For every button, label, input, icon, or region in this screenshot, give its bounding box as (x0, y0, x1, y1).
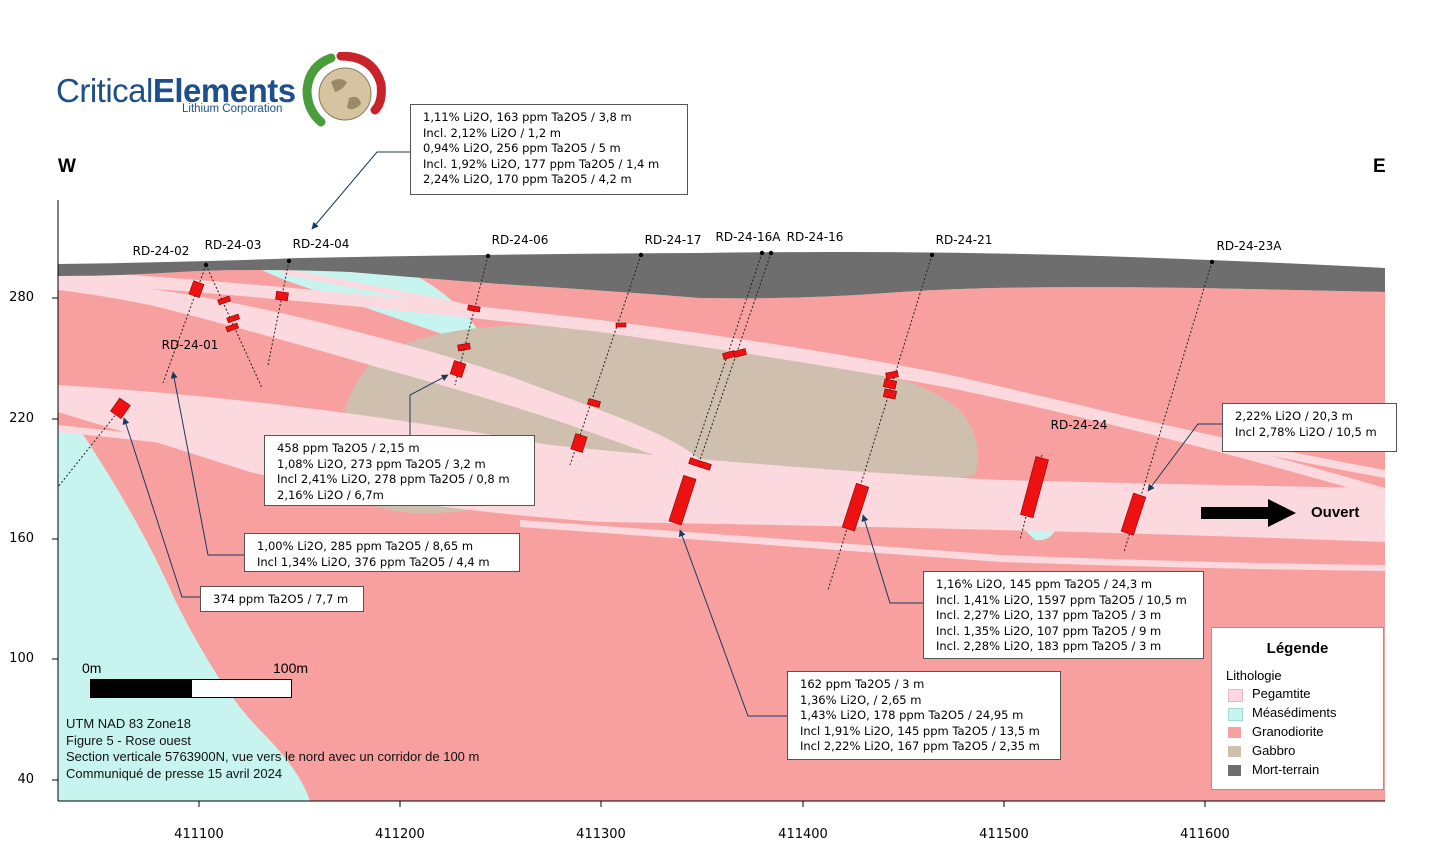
x-tick-label: 411100 (174, 827, 224, 842)
metasediments-unit-west (58, 430, 310, 801)
open-label: Ouvert (1311, 504, 1360, 521)
west-label: W (58, 156, 76, 177)
overburden-layer (58, 252, 1385, 299)
drill-hole-label: RD-24-02 (132, 244, 190, 258)
callout-leaders (122, 151, 1222, 717)
legend: Légende Lithologie Pegamtite Méasédiment… (1211, 627, 1384, 790)
scale-bar-black-segment (91, 680, 192, 697)
legend-subtitle: Lithologie (1226, 668, 1282, 683)
info-release: Communiqué de presse 15 avril 2024 (66, 765, 283, 781)
x-tick-label: 411200 (375, 827, 425, 842)
drill-hole-label: RD-24-16 (786, 230, 844, 244)
legend-title: Légende (1266, 640, 1329, 657)
x-tick-label: 411300 (576, 827, 626, 842)
open-arrow-icon (1201, 499, 1296, 527)
x-axis-ticks (198, 801, 1206, 807)
y-tick-label: 100 (9, 651, 34, 666)
drill-collars (203, 250, 1215, 268)
scale-start-label: 0m (82, 660, 102, 676)
figure-info: UTM NAD 83 Zone18 Figure 5 - Rose ouest … (66, 716, 479, 782)
drill-hole-label: RD-24-16A (715, 230, 781, 244)
assay-callout-rd-24-04: 1,11% Li2O, 163 ppm Ta2O5 / 3,8 m Incl. … (410, 104, 688, 195)
assay-callout-rd-24-02: 1,00% Li2O, 285 ppm Ta2O5 / 8,65 m Incl … (244, 533, 520, 572)
pegmatite-dike-main (58, 385, 1385, 542)
assay-callout-rd-24-06: 458 ppm Ta2O5 / 2,15 m 1,08% Li2O, 273 p… (264, 435, 535, 506)
east-label: E (1373, 156, 1386, 177)
assay-callout-rd-24-21: 1,16% Li2O, 145 ppm Ta2O5 / 24,3 m Incl.… (923, 571, 1204, 659)
assay-callout-rd-24-01: 374 ppm Ta2O5 / 7,7 m (200, 586, 364, 612)
y-tick-label: 160 (9, 531, 34, 546)
y-tick-label: 40 (17, 772, 34, 787)
scale-bar (90, 679, 292, 698)
x-tick-label: 411600 (1180, 827, 1230, 842)
logo-wordmark: CriticalElements (56, 72, 296, 109)
company-logo: CriticalElements Lithium Corporation (56, 52, 396, 132)
pegmatite-dike-upper (58, 278, 700, 468)
drill-hole-label: RD-24-17 (644, 233, 702, 247)
mineralized-intervals (110, 280, 1147, 536)
drill-hole-label: RD-24-01 (161, 338, 219, 352)
y-axis-ticks (52, 297, 58, 781)
x-tick-label: 411400 (778, 827, 828, 842)
drill-hole-label: RD-24-24 (1050, 418, 1108, 432)
scale-end-label: 100m (273, 660, 309, 676)
pegmatite-thin-upper (280, 268, 480, 313)
x-tick-label: 411500 (979, 827, 1029, 842)
info-datum: UTM NAD 83 Zone18 (66, 716, 191, 731)
globe-logo-icon (302, 52, 386, 127)
drill-hole-label: RD-24-23A (1216, 239, 1282, 253)
drill-hole-label: RD-24-06 (491, 233, 549, 247)
logo-subtitle: Lithium Corporation (182, 103, 283, 115)
info-section: Section verticale 5763900N, vue vers le … (66, 749, 480, 764)
assay-callout-rd-24-17: 162 ppm Ta2O5 / 3 m 1,36% Li2O, / 2,65 m… (787, 671, 1061, 760)
info-figure: Figure 5 - Rose ouest (66, 732, 192, 748)
y-tick-label: 220 (9, 411, 34, 426)
pegmatite-thin-southeast (520, 520, 1385, 571)
y-tick-label: 280 (9, 290, 34, 305)
drill-hole-label: RD-24-21 (935, 233, 993, 247)
drill-hole-label: RD-24-03 (204, 238, 262, 252)
pegmatite-thin-lower (58, 425, 400, 476)
drill-hole-label: RD-24-04 (292, 237, 350, 251)
assay-callout-rd-24-23a: 2,22% Li2O / 20,3 m Incl 2,78% Li2O / 10… (1222, 403, 1397, 452)
